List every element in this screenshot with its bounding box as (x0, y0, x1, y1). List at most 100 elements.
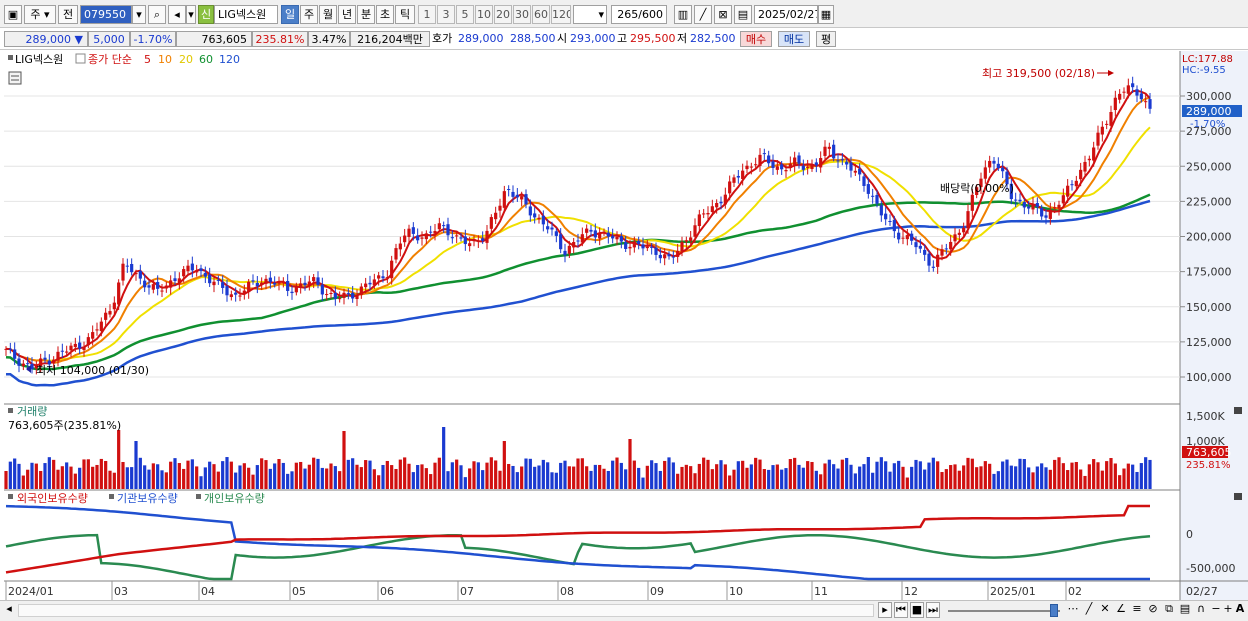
volume-panel-close-icon[interactable] (1234, 407, 1242, 414)
volume-bar (585, 466, 589, 489)
n-button-5[interactable]: 5 (456, 5, 474, 24)
volume-bar (706, 459, 710, 489)
volume-bar (372, 469, 376, 489)
buy-button[interactable]: 매수 (740, 31, 772, 47)
price-axis: 300,000 275,000 250,000 225,000 200,000 175,0… (1180, 90, 1232, 384)
candle (641, 237, 645, 256)
n-button-3[interactable]: 3 (437, 5, 455, 24)
interval-minute[interactable]: 분 (357, 5, 375, 24)
date-field[interactable]: 2025/02/27 (754, 5, 818, 24)
bid-price: 288,500 (510, 32, 556, 45)
high-price: 295,500 (630, 32, 676, 45)
volume-bar (875, 461, 879, 489)
chart-scrollbar[interactable]: ◂ ▸ ⏮ ■ ⏭ ⋯ ╱ ✕ ∠ ≡ ⊘ ⧉ ▤ ∩ − + A (0, 600, 1248, 621)
volume-bar (1139, 463, 1143, 489)
volume-bar (95, 464, 99, 489)
candle (689, 231, 693, 245)
custom-interval-select[interactable]: ▾ (573, 5, 607, 24)
scroll-end-icon[interactable]: ⏭ (926, 602, 940, 618)
candle (1031, 196, 1035, 215)
save-chart-icon[interactable]: ▤ (1179, 602, 1191, 615)
speaker-icon[interactable]: ◂ (168, 5, 186, 24)
count-field[interactable]: 265/600 (611, 5, 667, 24)
n-button-60[interactable]: 60 (532, 5, 550, 24)
stock-chart[interactable]: LIG넥스원 종가 단순 5 10 20 60 120 최고 319,500 (… (0, 51, 1248, 601)
volume-bar (4, 471, 8, 489)
scroll-left-icon[interactable]: ◂ (6, 602, 12, 615)
candle (1009, 179, 1013, 205)
average-button[interactable]: 평 (816, 31, 836, 47)
volume-bar (624, 469, 628, 489)
holdings-panel-close-icon[interactable] (1234, 493, 1242, 500)
candle (953, 227, 957, 245)
candlesticks (4, 76, 1152, 375)
mode-button[interactable]: 전 (58, 5, 78, 24)
checkbox-icon[interactable] (75, 53, 86, 64)
volume-bar (693, 473, 697, 489)
volume-bar (944, 469, 948, 489)
x-axis-label: 05 (292, 585, 306, 598)
candle (862, 173, 866, 192)
save-icon[interactable]: ▤ (734, 5, 752, 24)
delete-icon[interactable]: ⊘ (1148, 602, 1158, 615)
sell-button[interactable]: 매도 (778, 31, 810, 47)
stop-icon[interactable]: ■ (910, 602, 924, 618)
calendar-icon[interactable]: ▦ (818, 5, 834, 24)
scroll-start-icon[interactable]: ⏮ (894, 602, 908, 618)
copy-icon[interactable]: ⧉ (1165, 602, 1173, 615)
candle (615, 231, 619, 245)
fibo-icon[interactable]: ≡ (1132, 602, 1142, 615)
cross-icon[interactable]: ✕ (1100, 602, 1110, 615)
candle (853, 163, 857, 176)
interval-year[interactable]: 년 (338, 5, 356, 24)
candle (970, 188, 974, 218)
trend-icon[interactable]: ╱ (1085, 602, 1093, 615)
volume-bar (69, 466, 73, 489)
zoom-slider-handle[interactable] (1050, 604, 1058, 617)
interval-month[interactable]: 월 (319, 5, 337, 24)
stock-name-field[interactable]: LIG넥스원 (214, 5, 278, 24)
zoom-in-icon[interactable]: + (1223, 602, 1233, 615)
volume-bar (429, 474, 433, 489)
speaker-dropdown-button[interactable]: ▾ (186, 5, 196, 24)
period-select[interactable]: 주 ▾ (24, 5, 56, 24)
scroll-right-icon[interactable]: ▸ (878, 602, 892, 618)
candle (1066, 179, 1070, 204)
candle (203, 266, 207, 284)
interval-day[interactable]: 일 (281, 5, 299, 24)
window-icon[interactable]: ▣ (4, 5, 22, 24)
volume-bar (78, 467, 82, 489)
candle (73, 337, 77, 352)
search-icon[interactable]: ⌕ (148, 5, 166, 24)
draw-line-icon[interactable]: ⋯ (1067, 602, 1079, 615)
chart-type-icon[interactable]: ▥ (674, 5, 692, 24)
scroll-track[interactable] (18, 604, 874, 617)
volume-bar (182, 468, 186, 489)
n-button-120[interactable]: 120 (551, 5, 571, 24)
zoom-out-icon[interactable]: − (1211, 602, 1221, 615)
grid-toggle-icon[interactable] (8, 71, 22, 85)
interval-tick[interactable]: 틱 (395, 5, 415, 24)
zoom-slider[interactable] (948, 610, 1060, 612)
code-dropdown-button[interactable]: ▾ (132, 5, 146, 24)
candle (975, 184, 979, 199)
volume-bar (481, 470, 485, 489)
candle (121, 258, 125, 286)
angle-icon[interactable]: ∠ (1116, 602, 1126, 615)
panel-marker-icon (8, 55, 13, 60)
price-tick-label: 200,000 (1186, 231, 1232, 244)
compare-icon[interactable]: ⊠ (714, 5, 732, 24)
stock-code-input[interactable]: 079550 (80, 5, 132, 24)
auto-scale-icon[interactable]: A (1235, 602, 1245, 615)
n-button-30[interactable]: 30 (513, 5, 531, 24)
magnet-icon[interactable]: ∩ (1196, 602, 1206, 615)
n-button-1[interactable]: 1 (418, 5, 436, 24)
interval-week[interactable]: 주 (300, 5, 318, 24)
drawing-icon[interactable]: ╱ (694, 5, 712, 24)
volume-bar (381, 464, 385, 489)
ma-period-120: 120 (219, 53, 240, 66)
n-button-10[interactable]: 10 (475, 5, 493, 24)
volume-bar (520, 466, 524, 489)
n-button-20[interactable]: 20 (494, 5, 512, 24)
interval-second[interactable]: 초 (376, 5, 394, 24)
